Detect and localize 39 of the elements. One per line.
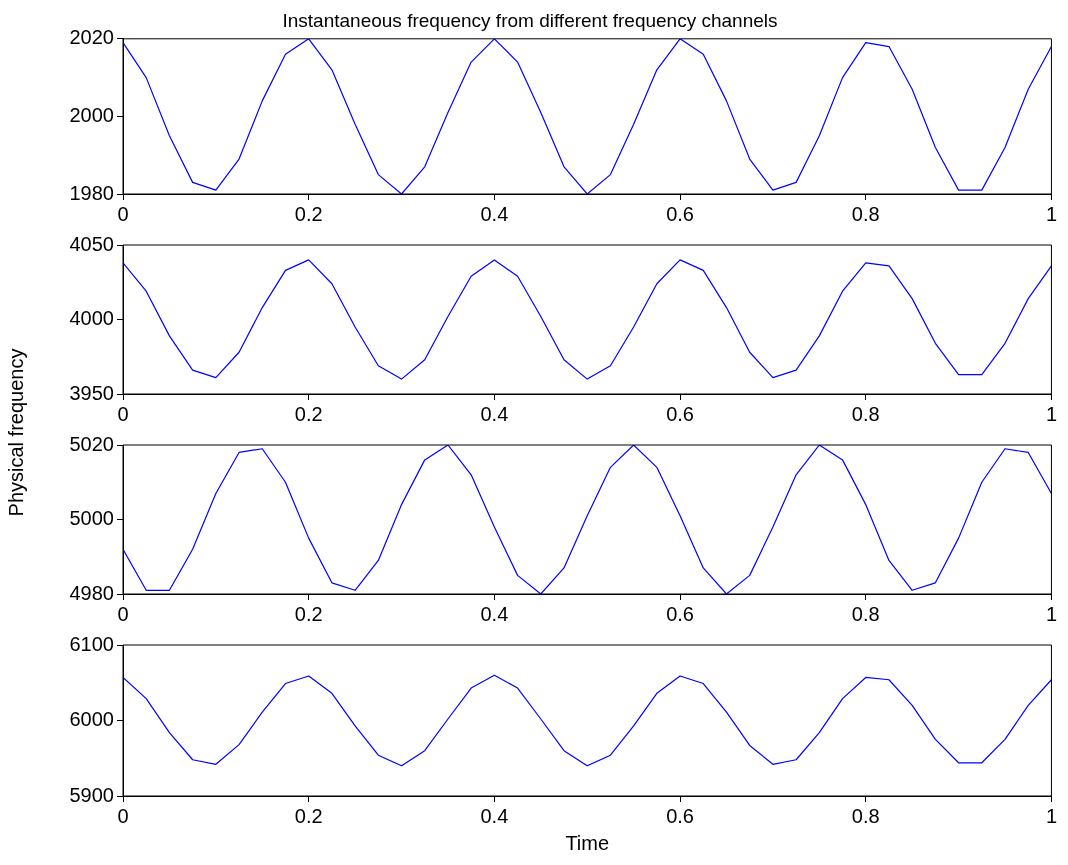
x-tick-label: 0.2 <box>294 402 323 425</box>
chart-title: Instantaneous frequency from different frequency channels <box>282 9 778 31</box>
y-tick-label: 2000 <box>69 103 114 126</box>
x-tick-label: 0.2 <box>294 202 323 225</box>
x-tick-label: 0.2 <box>294 602 323 625</box>
x-tick-label: 0.6 <box>666 402 694 425</box>
y-tick-label: 6100 <box>69 632 114 655</box>
y-tick-label: 4050 <box>69 232 114 255</box>
x-tick-label: 0.4 <box>480 202 509 225</box>
x-tick-label: 0.4 <box>480 602 509 625</box>
x-tick-label: 1 <box>1045 202 1057 225</box>
y-tick-label: 6000 <box>69 708 114 731</box>
x-tick-label: 0 <box>117 402 129 425</box>
x-tick-label: 0.6 <box>666 804 694 827</box>
x-tick-label: 1 <box>1045 804 1057 827</box>
x-tick-label: 0.4 <box>480 804 509 827</box>
x-tick-label: 1 <box>1045 402 1057 425</box>
x-tick-label: 0.4 <box>480 402 509 425</box>
y-tick-label: 1980 <box>69 181 114 204</box>
x-tick-label: 0.2 <box>294 804 323 827</box>
y-tick-label: 4000 <box>69 307 114 330</box>
x-tick-label: 0 <box>117 202 129 225</box>
y-tick-label: 5000 <box>69 507 114 530</box>
y-tick-label: 5020 <box>69 432 114 455</box>
x-tick-label: 0.8 <box>851 804 880 827</box>
x-tick-label: 0 <box>117 602 129 625</box>
x-axis-title: Time <box>565 831 610 854</box>
x-tick-label: 0 <box>117 804 129 827</box>
x-tick-label: 0.6 <box>666 202 694 225</box>
y-tick-label: 2020 <box>69 26 114 49</box>
y-tick-label: 4980 <box>69 581 114 604</box>
y-tick-label: 5900 <box>69 783 114 806</box>
x-tick-label: 0.8 <box>851 202 880 225</box>
x-tick-label: 0.8 <box>851 602 880 625</box>
x-tick-label: 0.8 <box>851 402 880 425</box>
x-tick-label: 1 <box>1045 602 1057 625</box>
x-tick-label: 0.6 <box>666 602 694 625</box>
y-axis-title: Physical frequency <box>5 348 29 516</box>
y-tick-label: 3950 <box>69 381 114 404</box>
